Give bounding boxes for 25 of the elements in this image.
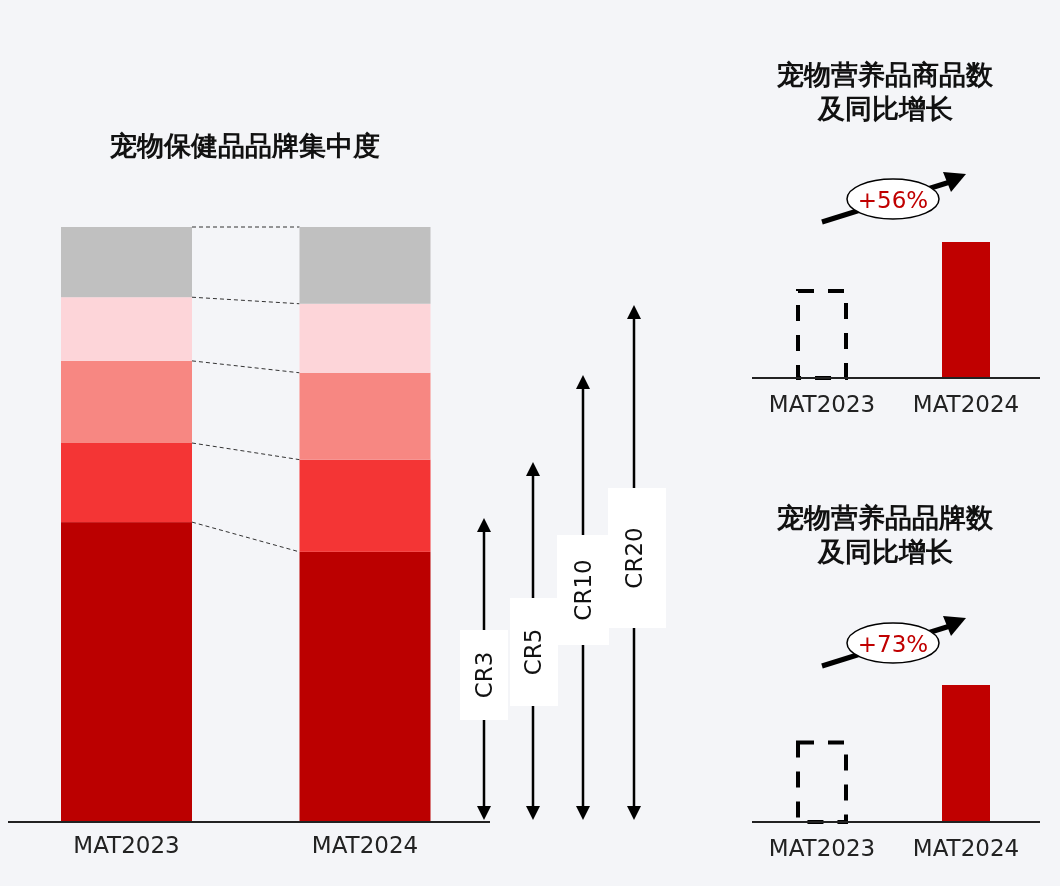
chart-title: 宠物营养品品牌数及同比增长 xyxy=(776,502,994,567)
bar xyxy=(299,551,431,822)
text: +56% xyxy=(857,187,929,213)
x-tick-label: MAT2023 xyxy=(768,391,876,417)
x-tick-label: MAT2024 xyxy=(311,832,419,858)
bar xyxy=(299,372,431,460)
bar xyxy=(61,360,192,443)
x-tick-label: MAT2023 xyxy=(768,835,876,861)
annotation: CR3 xyxy=(471,651,497,699)
bar xyxy=(61,522,192,822)
x-tick-label: MAT2024 xyxy=(912,835,1020,861)
bar xyxy=(61,442,192,523)
text: CR10 xyxy=(570,559,596,621)
chart-title: 宠物营养品商品数及同比增长 xyxy=(776,59,994,124)
x-tick-label: MAT2023 xyxy=(73,832,180,858)
x-tick-label: MAT2024 xyxy=(912,391,1020,417)
text: +73% xyxy=(857,631,929,657)
bar xyxy=(299,459,431,552)
text: CR5 xyxy=(520,628,546,676)
bar xyxy=(61,227,192,298)
bar xyxy=(299,303,431,373)
bar xyxy=(299,227,431,304)
bar xyxy=(61,297,192,361)
chart-title: 宠物保健品品牌集中度 xyxy=(109,130,380,161)
text: CR20 xyxy=(621,527,647,589)
